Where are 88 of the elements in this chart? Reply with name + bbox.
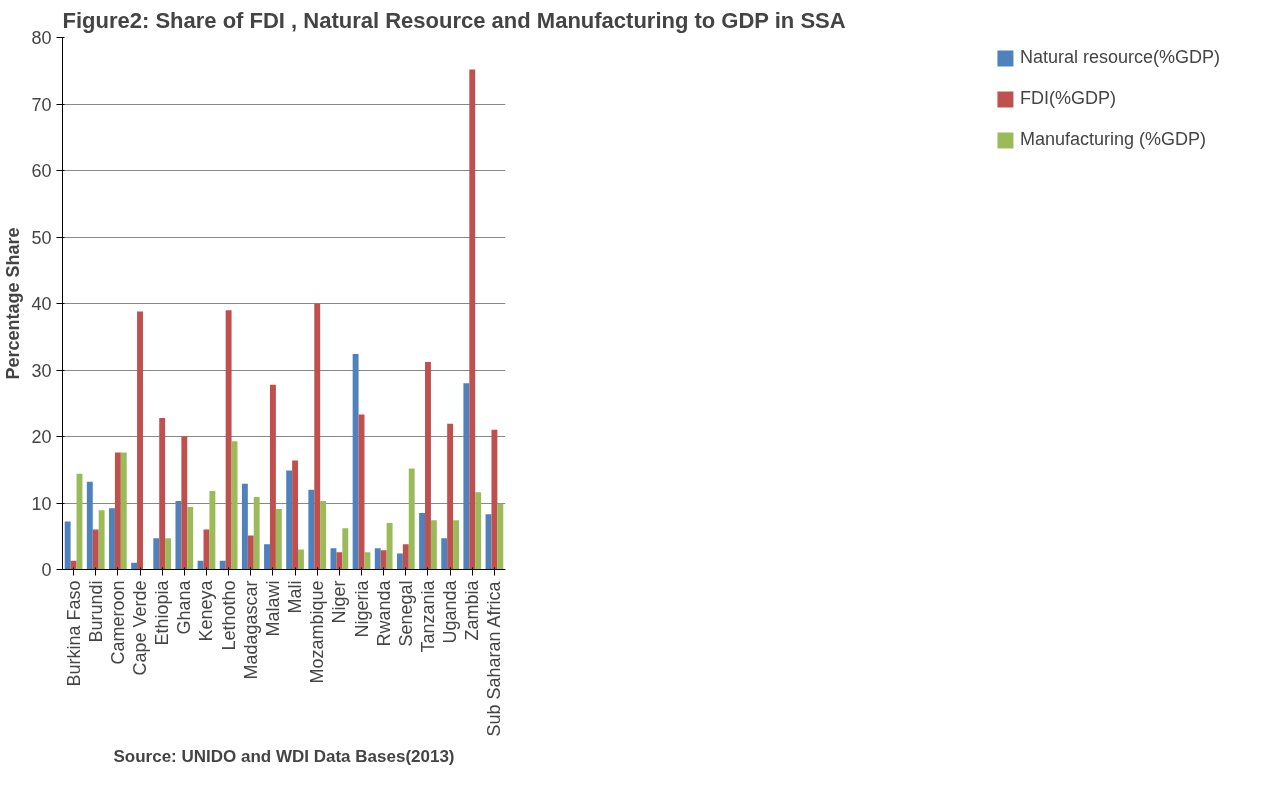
- x-tick-label: Tanzania: [417, 579, 438, 653]
- y-tick-label: 0: [41, 560, 52, 580]
- x-tick-label: Malawi: [262, 580, 283, 637]
- bar: [408, 468, 415, 570]
- bar: [298, 549, 304, 570]
- x-tick-label: Mali: [285, 580, 306, 614]
- legend-label: FDI(%GDP): [1019, 88, 1117, 109]
- x-tick-label: Senegal: [395, 580, 416, 647]
- bar: [275, 508, 282, 570]
- bar: [497, 503, 504, 570]
- bar: [386, 522, 393, 570]
- bar: [225, 310, 232, 570]
- bar: [352, 354, 359, 570]
- bar: [374, 548, 381, 570]
- bar: [86, 481, 93, 570]
- bar: [98, 510, 105, 570]
- bar: [159, 417, 166, 570]
- bar: [137, 311, 143, 570]
- bar: [269, 384, 276, 570]
- bar: [430, 520, 437, 570]
- x-tick-label: Burundi: [85, 580, 106, 643]
- x-tick-label: Cameroon: [107, 580, 128, 665]
- bar: [181, 436, 188, 570]
- bar: [241, 483, 248, 570]
- bar: [175, 501, 182, 570]
- y-tick-label: 60: [31, 161, 52, 181]
- y-tick-label: 70: [31, 94, 52, 115]
- bar: [153, 538, 160, 570]
- legend-label: Natural resource(%GDP): [1019, 47, 1220, 68]
- bar: [109, 508, 115, 570]
- x-tick-label: Cape Verde: [130, 580, 151, 676]
- bar: [453, 520, 459, 570]
- x-tick-label: Lethotho: [218, 580, 239, 651]
- bar: [114, 452, 121, 570]
- bar: [419, 512, 426, 570]
- bar: [120, 452, 127, 570]
- x-tick-label: Uganda: [440, 579, 461, 644]
- bar: [396, 553, 403, 570]
- bar: [402, 544, 409, 570]
- bar: [342, 528, 349, 570]
- y-tick-label: 20: [31, 427, 52, 447]
- bar: [253, 497, 260, 570]
- y-tick-label: 30: [31, 360, 52, 381]
- y-tick-label: 50: [31, 227, 52, 248]
- y-tick-label: 80: [31, 28, 52, 48]
- bar: [308, 489, 315, 570]
- y-axis-title: Percentage Share: [3, 227, 24, 380]
- bar: [314, 303, 321, 570]
- bar: [380, 550, 387, 570]
- bar: [469, 69, 476, 570]
- x-tick-label: Mozambique: [307, 580, 328, 684]
- x-tick-label: Niger: [329, 580, 350, 624]
- source-note: Source: UNIDO and WDI Data Bases(2013): [113, 746, 455, 766]
- bar: [70, 560, 77, 570]
- x-tick-label: Madagascar: [240, 580, 261, 680]
- bar: [209, 491, 216, 570]
- bar: [336, 552, 343, 570]
- x-tick-label: Sub Saharan Africa: [484, 580, 505, 737]
- bar: [364, 552, 371, 570]
- bar: [286, 470, 293, 570]
- x-tick-label: Ghana: [174, 579, 195, 635]
- x-tick-label: Ethiopia: [152, 579, 173, 646]
- y-tick-label: 10: [31, 493, 52, 514]
- bar: [219, 560, 226, 570]
- x-tick-label: Zambia: [462, 579, 483, 641]
- bar: [92, 529, 99, 570]
- bar: [320, 501, 327, 570]
- bar: [64, 521, 71, 570]
- bar: [165, 538, 172, 570]
- bar: [463, 383, 470, 570]
- bar: [131, 562, 138, 570]
- bar: [247, 535, 254, 570]
- y-tick-label: 40: [31, 294, 52, 314]
- x-tick-label: Rwanda: [373, 579, 394, 647]
- x-tick-label: Nigeria: [351, 579, 372, 638]
- chart-title: Figure2: Share of FDI , Natural Resource and Manufacturing to GDP in SSA: [62, 7, 846, 33]
- x-tick-label: Burkina Faso: [63, 580, 84, 687]
- x-tick-label: Keneya: [196, 579, 217, 642]
- bar: [264, 544, 270, 570]
- legend-label: Manufacturing (%GDP): [1019, 129, 1207, 150]
- bar: [447, 423, 454, 570]
- bar: [292, 460, 299, 570]
- bar: [441, 538, 448, 570]
- bar: [475, 492, 482, 570]
- bar: [187, 506, 194, 570]
- bar: [491, 429, 498, 570]
- bar: [425, 362, 431, 570]
- bar: [197, 560, 204, 570]
